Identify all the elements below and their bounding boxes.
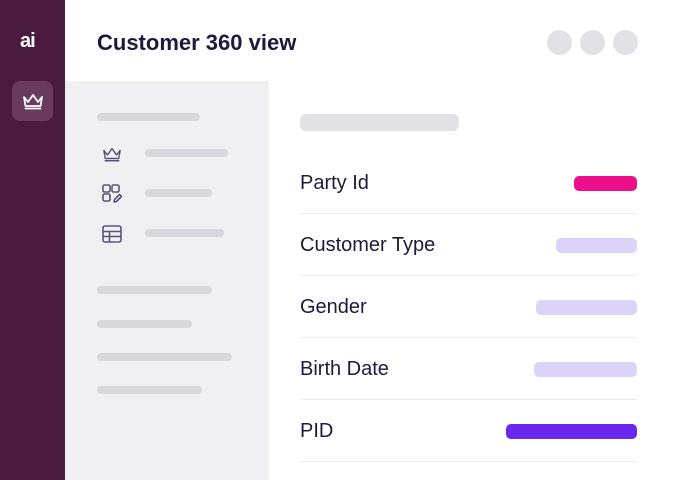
field-row-gender: Gender	[300, 276, 637, 338]
rail-item-customer[interactable]	[12, 81, 53, 121]
placeholder-bar	[97, 113, 200, 121]
window-control-dot[interactable]	[547, 30, 572, 55]
field-label: PID	[300, 420, 334, 442]
table-icon[interactable]	[101, 223, 123, 245]
page-title: Customer 360 view	[97, 30, 297, 55]
field-value-bar	[534, 362, 637, 377]
field-label: Customer Type	[300, 234, 436, 256]
grid-edit-icon[interactable]	[101, 183, 123, 205]
field-value-bar	[506, 424, 637, 439]
field-label: Birth Date	[300, 358, 389, 380]
placeholder-bar	[145, 149, 228, 157]
placeholder-bar	[97, 320, 192, 328]
window-control-dot[interactable]	[580, 30, 605, 55]
field-row-customer-type: Customer Type	[300, 214, 637, 276]
section-heading-placeholder	[300, 114, 459, 131]
field-label: Party Id	[300, 172, 369, 194]
placeholder-bar	[145, 229, 224, 237]
window-controls	[547, 30, 638, 55]
field-value-bar	[536, 300, 637, 315]
field-row-birth-date: Birth Date	[300, 338, 637, 400]
placeholder-bar	[97, 353, 232, 361]
window-control-dot[interactable]	[613, 30, 638, 55]
crown-icon[interactable]	[101, 143, 123, 165]
app-rail: ai	[0, 0, 65, 480]
placeholder-bar	[97, 286, 212, 294]
placeholder-bar	[97, 386, 202, 394]
placeholder-bar	[145, 189, 212, 197]
field-value-bar	[574, 176, 637, 191]
field-value-bar	[556, 238, 637, 253]
app-logo: ai	[20, 30, 36, 52]
crown-icon	[21, 91, 45, 111]
field-row-party-id: Party Id	[300, 152, 637, 214]
secondary-sidebar	[65, 81, 269, 480]
field-label: Gender	[300, 296, 367, 318]
field-row-pid: PID	[300, 400, 637, 462]
